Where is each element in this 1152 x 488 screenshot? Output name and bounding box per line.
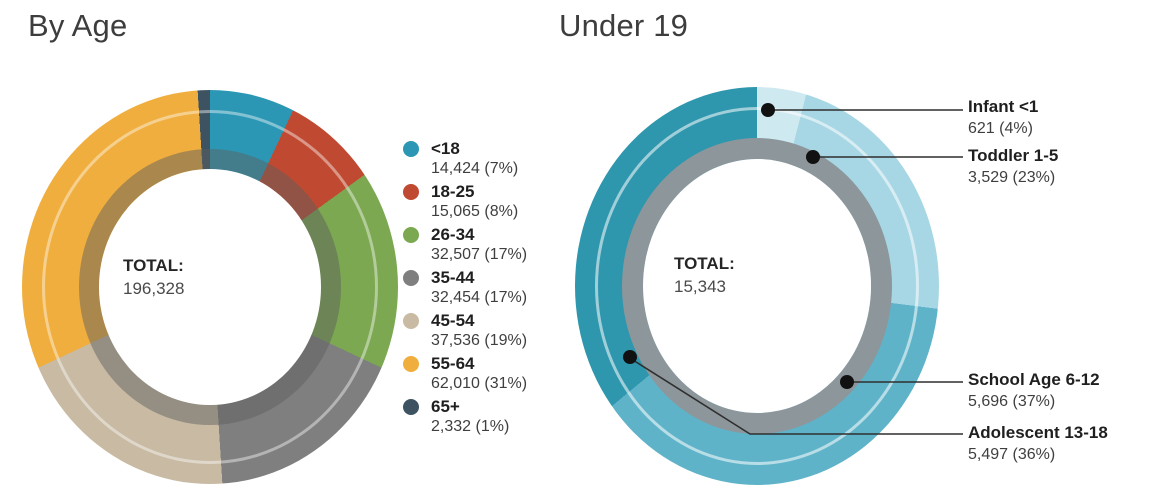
callout-label: Adolescent 13-18	[968, 423, 1108, 442]
callout-toddler: Toddler 1-5 3,529 (23%)	[968, 145, 1152, 188]
donut-chart-by-age: TOTAL: 196,328	[22, 90, 398, 484]
by-age-total-value: 196,328	[123, 279, 185, 299]
legend-item-under-18: <18 14,424 (7%)	[403, 138, 527, 179]
legend-item-55-64: 55-64 62,010 (31%)	[403, 353, 527, 394]
by-age-total-label: TOTAL:	[123, 256, 184, 275]
under-19-total: TOTAL: 15,343	[674, 253, 735, 298]
legend-label: 55-64	[431, 354, 475, 373]
legend-color-dot	[403, 141, 419, 157]
under-19-total-label: TOTAL:	[674, 254, 735, 273]
legend-label: 45-54	[431, 311, 475, 330]
legend-label: 26-34	[431, 225, 475, 244]
legend-color-dot	[403, 313, 419, 329]
under-19-total-value: 15,343	[674, 277, 726, 297]
legend-label: 18-25	[431, 182, 475, 201]
callout-label: Toddler 1-5	[968, 146, 1059, 165]
legend-value: 32,507 (17%)	[431, 246, 528, 263]
legend-item-18-25: 18-25 15,065 (8%)	[403, 181, 527, 222]
by-age-donut-hole	[99, 169, 321, 405]
callout-label: Infant <1	[968, 97, 1039, 116]
callout-value: 5,696 (37%)	[968, 393, 1056, 410]
legend-item-65-plus: 65+ 2,332 (1%)	[403, 396, 527, 437]
legend-label: 35-44	[431, 268, 475, 287]
legend-color-dot	[403, 227, 419, 243]
legend-item-45-54: 45-54 37,536 (19%)	[403, 310, 527, 351]
donut-chart-under-19: TOTAL: 15,343	[575, 87, 939, 485]
legend-value: 15,065 (8%)	[431, 203, 519, 220]
callout-value: 621 (4%)	[968, 120, 1033, 137]
legend-value: 14,424 (7%)	[431, 160, 519, 177]
legend-item-26-34: 26-34 32,507 (17%)	[403, 224, 527, 265]
legend-value: 32,454 (17%)	[431, 289, 528, 306]
chart-title-by-age: By Age	[28, 8, 128, 43]
callout-value: 5,497 (36%)	[968, 446, 1056, 463]
legend-value: 37,536 (19%)	[431, 332, 528, 349]
callout-adolescent: Adolescent 13-18 5,497 (36%)	[968, 422, 1152, 465]
legend-label: <18	[431, 139, 460, 158]
legend-value: 2,332 (1%)	[431, 418, 510, 435]
by-age-legend: <18 14,424 (7%) 18-25 15,065 (8%) 26-34 …	[403, 138, 527, 439]
legend-color-dot	[403, 399, 419, 415]
callout-value: 3,529 (23%)	[968, 169, 1056, 186]
callout-school-age: School Age 6-12 5,696 (37%)	[968, 369, 1152, 412]
legend-color-dot	[403, 356, 419, 372]
legend-item-35-44: 35-44 32,454 (17%)	[403, 267, 527, 308]
legend-label: 65+	[431, 397, 460, 416]
under-19-decor-arc	[595, 107, 919, 465]
legend-color-dot	[403, 184, 419, 200]
by-age-total: TOTAL: 196,328	[123, 255, 184, 300]
callout-infant: Infant <1 621 (4%)	[968, 96, 1152, 139]
callout-label: School Age 6-12	[968, 370, 1100, 389]
chart-title-under-19: Under 19	[559, 8, 689, 43]
legend-color-dot	[403, 270, 419, 286]
legend-value: 62,010 (31%)	[431, 375, 528, 392]
by-age-decor-arc	[42, 110, 378, 464]
